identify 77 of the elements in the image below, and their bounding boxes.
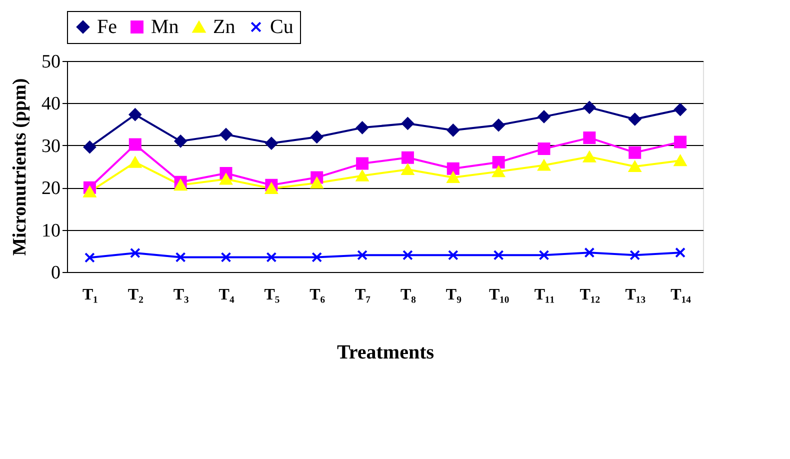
legend-label: Fe: [97, 16, 118, 38]
x-tick-label: T₁₁: [534, 286, 555, 304]
point: [538, 142, 550, 156]
point: [83, 186, 96, 198]
point: [493, 250, 504, 260]
x-tick-label: T₈: [400, 286, 416, 304]
point: [175, 252, 186, 262]
y-tick-label: 10: [42, 220, 60, 242]
legend-label: Mn: [151, 16, 179, 38]
point: [584, 247, 595, 258]
x-tick-label: T₁₀: [488, 286, 510, 304]
point: [356, 170, 369, 182]
x-tick-label: T₃: [173, 286, 190, 304]
point: [220, 128, 232, 141]
x-tick-label: T₄: [218, 286, 234, 304]
x-axis-title: Treatments: [336, 342, 434, 364]
point: [674, 136, 687, 148]
point: [401, 117, 414, 130]
point: [674, 103, 687, 116]
point: [538, 160, 550, 171]
point: [492, 118, 505, 132]
point: [628, 146, 642, 159]
y-tick-label: 50: [42, 52, 60, 72]
x-tick-label: T₉: [446, 286, 462, 304]
x-tick-label: T₅: [264, 286, 280, 304]
point: [265, 137, 278, 150]
point: [128, 138, 142, 151]
y-tick-label: 0: [51, 262, 60, 284]
point: [174, 134, 187, 148]
x-tick-label: T₁₂: [580, 286, 600, 304]
point: [128, 156, 142, 168]
point: [220, 174, 232, 185]
point: [402, 250, 413, 260]
point: [128, 108, 142, 121]
point: [674, 155, 687, 166]
point: [310, 177, 324, 188]
point: [312, 252, 322, 262]
point: [220, 252, 232, 262]
point: [492, 166, 505, 178]
point: [356, 121, 369, 134]
point: [401, 164, 414, 175]
point: [174, 180, 187, 191]
y-tick-label: 30: [42, 136, 60, 157]
point: [446, 172, 460, 184]
point: [628, 160, 642, 172]
legend-label: Cu: [270, 16, 294, 38]
point: [130, 248, 140, 258]
y-tick-label: 40: [42, 94, 60, 115]
point: [448, 250, 458, 260]
point: [630, 250, 640, 260]
point: [583, 101, 596, 114]
x-tick-label: T₁₄: [670, 286, 692, 304]
point: [401, 151, 414, 164]
point: [628, 112, 642, 126]
point: [83, 140, 96, 154]
x-tick-label: T₁₃: [625, 286, 646, 304]
x-tick-label: T₆: [310, 286, 326, 304]
point: [583, 151, 596, 162]
point: [583, 132, 596, 144]
x-tick-label: T₇: [355, 286, 371, 304]
y-tick-label: 20: [42, 178, 60, 200]
point: [492, 156, 505, 169]
y-axis-title: Micronutrients (ppm): [10, 78, 30, 256]
x-tick-label: T₂: [128, 286, 144, 304]
point: [675, 247, 686, 258]
point: [266, 252, 277, 262]
point: [538, 250, 550, 260]
legend-label: Zn: [213, 16, 236, 38]
point: [357, 250, 368, 260]
x-tick-label: T₁: [82, 286, 98, 304]
point: [265, 182, 278, 194]
point: [310, 130, 324, 144]
point: [446, 162, 460, 175]
point: [446, 124, 460, 136]
point: [84, 252, 95, 263]
point: [356, 157, 369, 170]
point: [538, 110, 550, 123]
